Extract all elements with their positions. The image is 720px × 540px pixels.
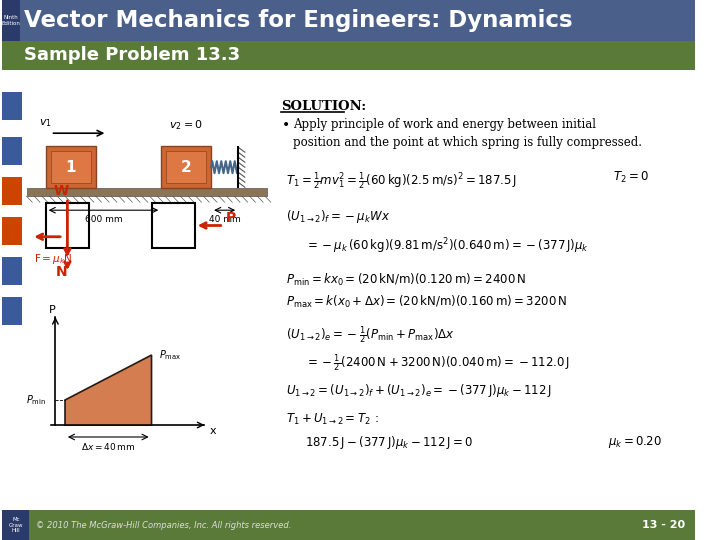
Text: W: W [54, 184, 69, 198]
Bar [2, 0, 695, 40]
Text: $T_1 + U_{1\rightarrow 2} = T_2\,:$: $T_1 + U_{1\rightarrow 2} = T_2\,:$ [286, 412, 379, 427]
Text: $P_{\max} = k(x_0 + \Delta x) = (20\,\mathrm{kN/m})(0.160\,\mathrm{m}) = 3200\,\: $P_{\max} = k(x_0 + \Delta x) = (20\,\ma… [286, 294, 567, 310]
Bar [2, 510, 30, 540]
Text: © 2010 The McGraw-Hill Companies, Inc. All rights reserved.: © 2010 The McGraw-Hill Companies, Inc. A… [36, 521, 292, 530]
Bar [2, 177, 22, 205]
Text: 13 - 20: 13 - 20 [642, 520, 685, 530]
Text: SOLUTION:: SOLUTION: [282, 100, 366, 113]
Text: $U_{1\rightarrow 2} = (U_{1\rightarrow 2})_f + (U_{1\rightarrow 2})_e = -(377\,\: $U_{1\rightarrow 2} = (U_{1\rightarrow 2… [286, 382, 552, 399]
Bar [2, 510, 695, 540]
Text: Vector Mechanics for Engineers: Dynamics: Vector Mechanics for Engineers: Dynamics [24, 9, 572, 32]
Text: $v_1$: $v_1$ [40, 117, 52, 129]
Text: Ninth
Edition: Ninth Edition [1, 15, 21, 25]
Text: $T_2 = 0$: $T_2 = 0$ [613, 170, 649, 185]
Text: 2: 2 [181, 160, 192, 175]
Bar [166, 151, 207, 183]
Text: $\mu_k = 0.20$: $\mu_k = 0.20$ [608, 434, 662, 450]
Text: $= -\frac{1}{2}(2400\,\mathrm{N} + 3200\,\mathrm{N})(0.040\,\mathrm{m}) = -112.0: $= -\frac{1}{2}(2400\,\mathrm{N} + 3200\… [305, 352, 570, 374]
Text: P: P [49, 305, 56, 315]
Bar [46, 203, 89, 248]
Bar [161, 146, 211, 188]
Bar [2, 137, 22, 165]
Bar [2, 92, 22, 120]
Bar [2, 297, 22, 325]
Text: 1: 1 [66, 160, 76, 175]
Text: $(U_{1\rightarrow 2})_e = -\frac{1}{2}(P_{\min} + P_{\max})\Delta x$: $(U_{1\rightarrow 2})_e = -\frac{1}{2}(P… [286, 324, 455, 346]
Text: $v_2 = 0$: $v_2 = 0$ [169, 118, 203, 132]
Bar [50, 151, 91, 183]
Text: Sample Problem 13.3: Sample Problem 13.3 [24, 46, 240, 64]
Text: P: P [225, 212, 236, 226]
Bar [2, 40, 695, 70]
Text: $\mathrm{F} = \mu_k \mathrm{N}$: $\mathrm{F} = \mu_k \mathrm{N}$ [35, 252, 73, 266]
Text: Mc
Graw
Hill: Mc Graw Hill [9, 517, 23, 533]
Text: $(U_{1\rightarrow 2})_f = -\mu_k W x$: $(U_{1\rightarrow 2})_f = -\mu_k W x$ [286, 208, 390, 225]
Bar [27, 188, 267, 196]
Bar [2, 0, 19, 40]
Text: $P_{\min}$: $P_{\min}$ [26, 393, 46, 407]
Bar [46, 146, 96, 188]
Text: $\Delta x = 40\,\mathrm{mm}$: $\Delta x = 40\,\mathrm{mm}$ [81, 441, 135, 452]
Text: •: • [282, 118, 289, 132]
Text: 600 mm: 600 mm [85, 215, 122, 224]
Bar [2, 217, 22, 245]
Text: 40 mm: 40 mm [209, 215, 240, 224]
Text: N: N [56, 265, 68, 279]
Text: $= -\mu_k\,(60\,\mathrm{kg})(9.81\,\mathrm{m/s}^2)(0.640\,\mathrm{m}) = -(377\,\: $= -\mu_k\,(60\,\mathrm{kg})(9.81\,\math… [305, 236, 590, 256]
Text: $187.5\,\mathrm{J} - (377\,\mathrm{J})\mu_k - 112\,\mathrm{J} = 0$: $187.5\,\mathrm{J} - (377\,\mathrm{J})\m… [305, 434, 474, 451]
Text: x: x [210, 426, 216, 436]
Polygon shape [65, 355, 151, 425]
Text: $P_{\max}$: $P_{\max}$ [159, 348, 181, 362]
Text: Apply principle of work and energy between initial
position and the point at whi: Apply principle of work and energy betwe… [293, 118, 642, 149]
Text: $T_1 = \frac{1}{2}mv_1^2 = \frac{1}{2}(60\,\mathrm{kg})(2.5\,\mathrm{m/s})^2 = 1: $T_1 = \frac{1}{2}mv_1^2 = \frac{1}{2}(6… [286, 170, 517, 192]
Bar [151, 203, 195, 248]
Bar [2, 257, 22, 285]
Text: $P_{\min} = kx_0 = (20\,\mathrm{kN/m})(0.120\,\mathrm{m}) = 2400\,\mathrm{N}$: $P_{\min} = kx_0 = (20\,\mathrm{kN/m})(0… [286, 272, 526, 288]
